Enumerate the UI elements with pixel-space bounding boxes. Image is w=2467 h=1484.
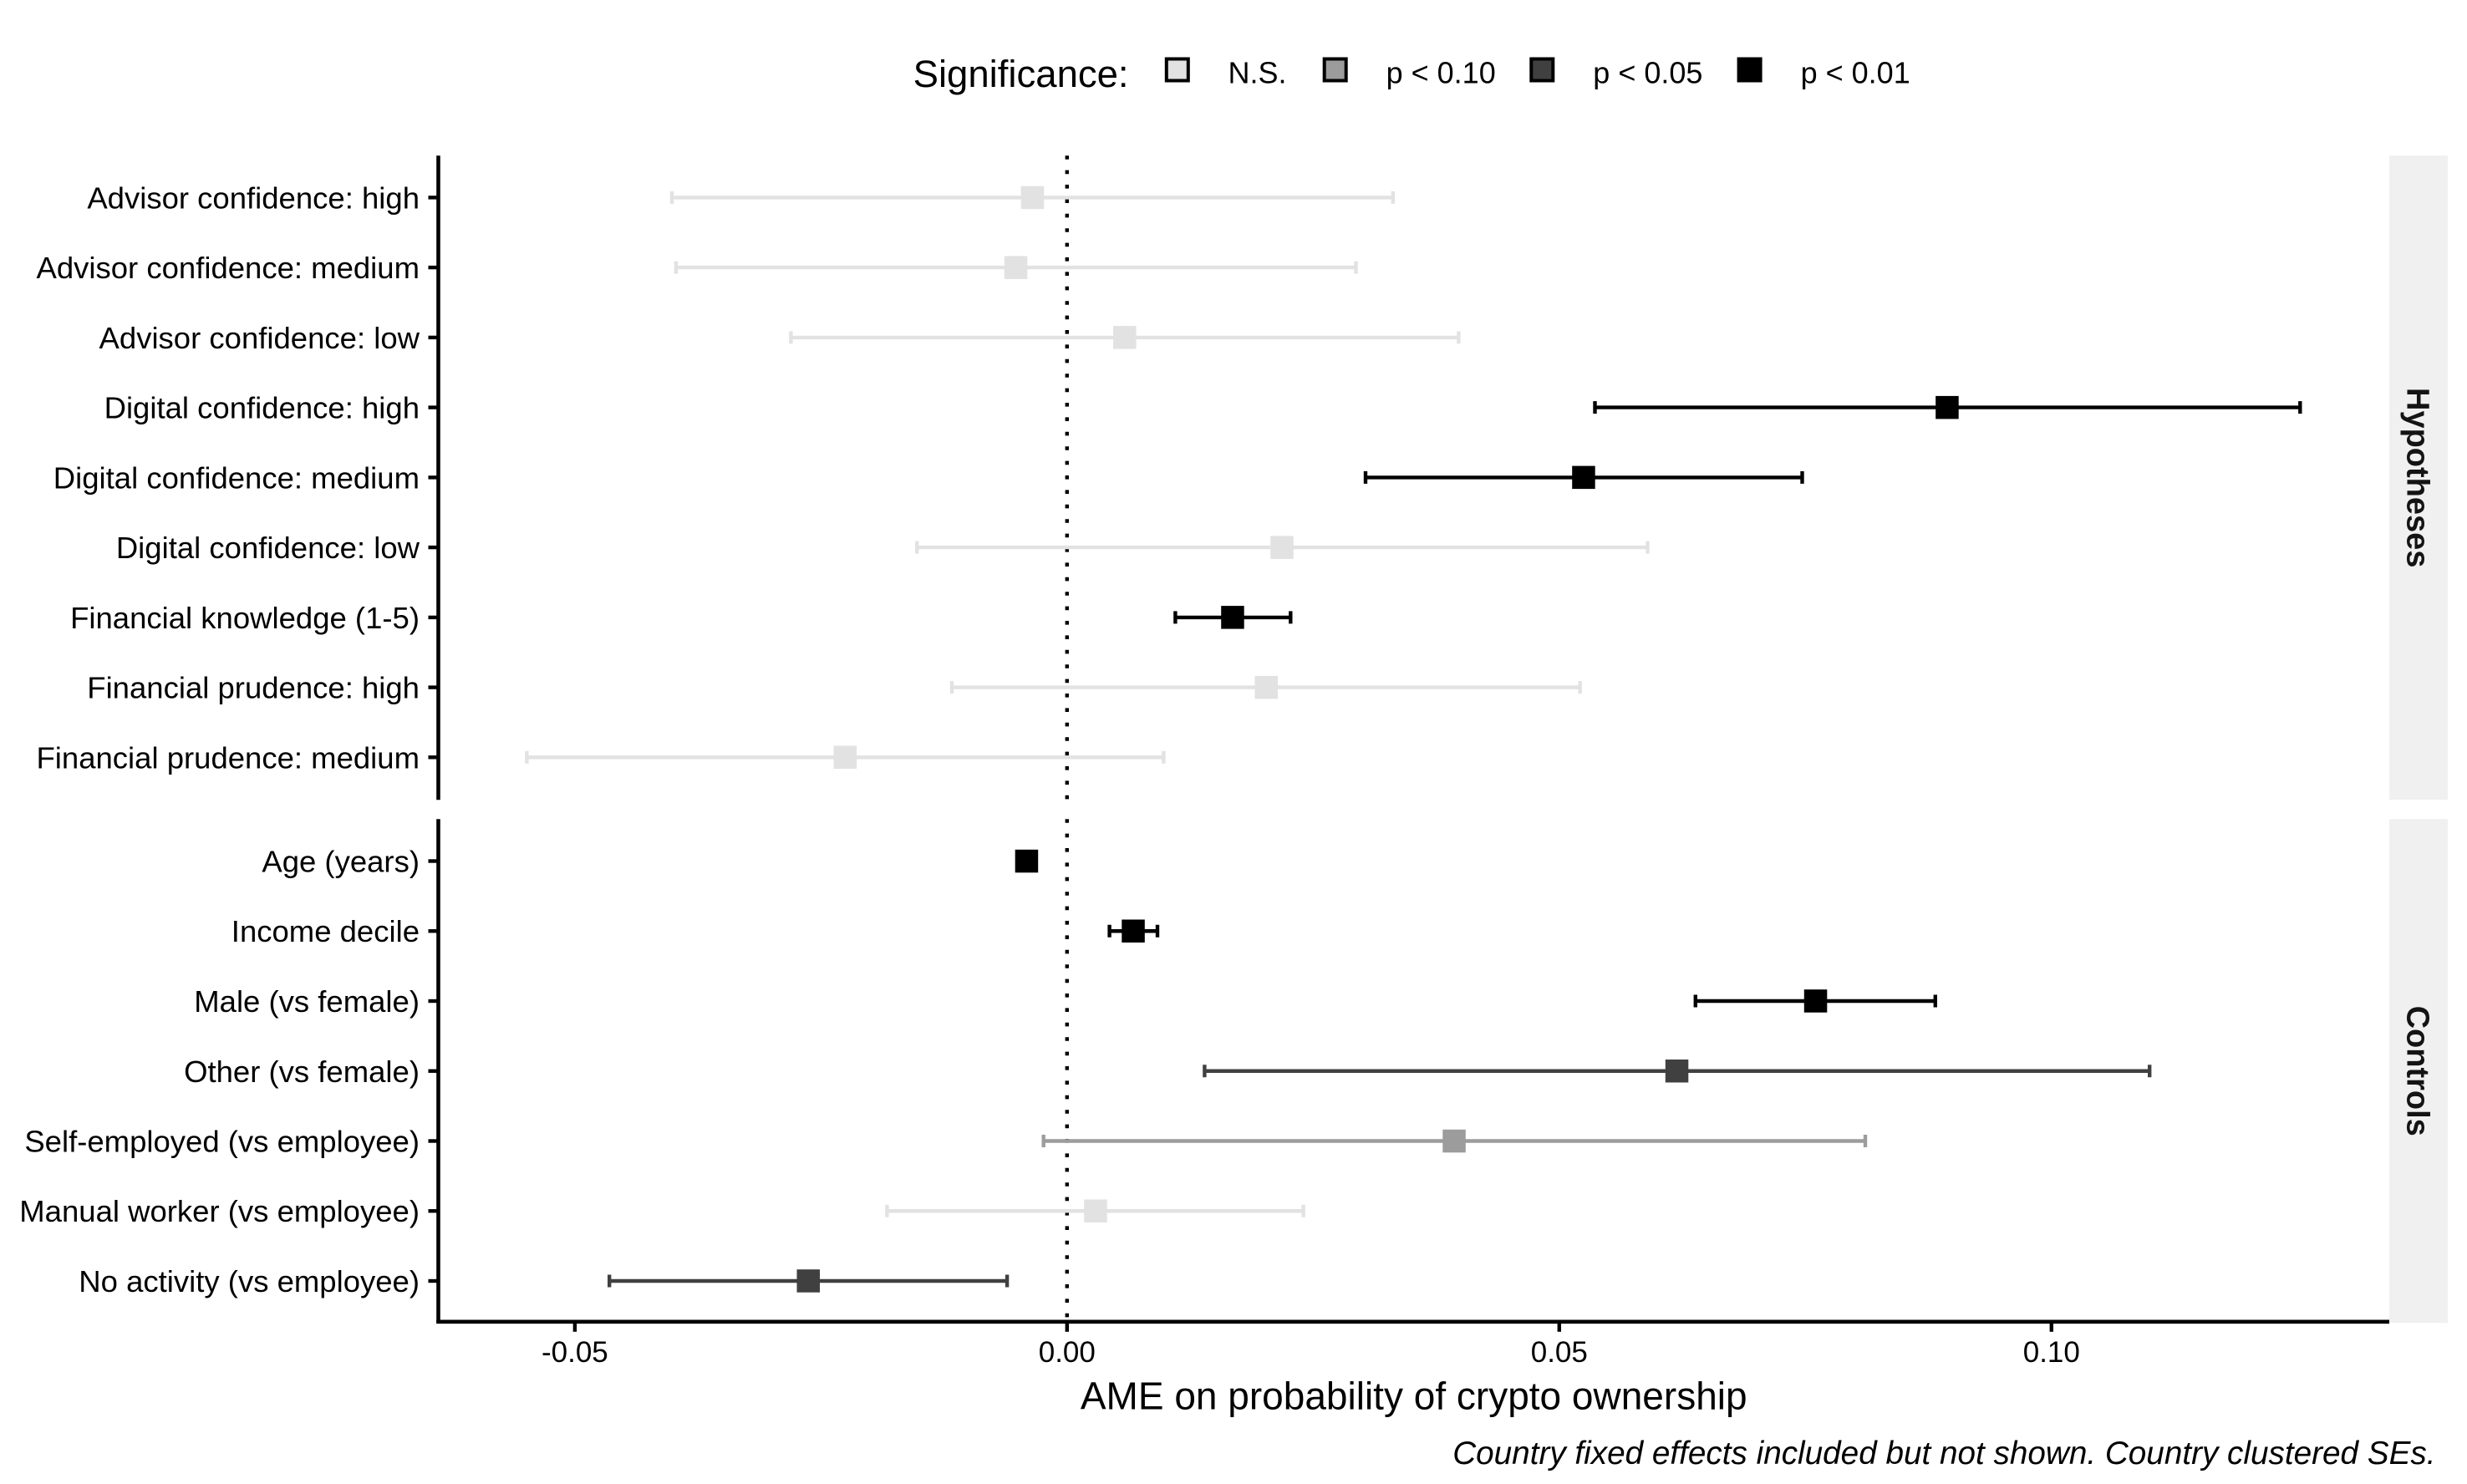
svg-text:Advisor confidence: low: Advisor confidence: low	[99, 321, 420, 355]
svg-text:N.S.: N.S.	[1228, 56, 1287, 90]
svg-text:Hypotheses: Hypotheses	[2400, 388, 2435, 567]
svg-text:Advisor confidence: medium: Advisor confidence: medium	[37, 251, 420, 285]
svg-text:AME on probability of crypto o: AME on probability of crypto ownership	[1081, 1375, 1747, 1418]
svg-text:Age (years): Age (years)	[262, 845, 420, 879]
svg-text:Digital confidence: medium: Digital confidence: medium	[53, 460, 420, 495]
svg-text:Other (vs female): Other (vs female)	[184, 1055, 420, 1089]
svg-text:Advisor confidence: high: Advisor confidence: high	[87, 180, 420, 215]
svg-text:Manual worker (vs employee): Manual worker (vs employee)	[19, 1194, 420, 1228]
svg-text:No activity (vs employee): No activity (vs employee)	[79, 1264, 420, 1298]
svg-text:Financial knowledge (1-5): Financial knowledge (1-5)	[70, 601, 420, 635]
svg-text:Significance:: Significance:	[913, 53, 1129, 95]
svg-text:0.10: 0.10	[2023, 1336, 2080, 1369]
svg-text:0.05: 0.05	[1531, 1336, 1588, 1369]
svg-text:Financial prudence: high: Financial prudence: high	[87, 671, 420, 705]
svg-text:0.00: 0.00	[1039, 1336, 1096, 1369]
svg-text:Self-employed (vs employee): Self-employed (vs employee)	[24, 1125, 420, 1159]
svg-text:Income decile: Income decile	[231, 914, 420, 948]
svg-text:Male (vs female): Male (vs female)	[194, 984, 420, 1019]
svg-text:Financial prudence: medium: Financial prudence: medium	[36, 740, 420, 775]
svg-text:p < 0.05: p < 0.05	[1593, 56, 1702, 90]
svg-text:Controls: Controls	[2400, 1006, 2435, 1136]
svg-text:Digital confidence: high: Digital confidence: high	[104, 391, 420, 425]
svg-text:Digital confidence: low: Digital confidence: low	[116, 531, 420, 565]
svg-text:p < 0.10: p < 0.10	[1386, 56, 1496, 90]
svg-text:-0.05: -0.05	[542, 1336, 608, 1369]
svg-text:p < 0.01: p < 0.01	[1801, 56, 1910, 90]
svg-text:Country fixed effects included: Country fixed effects included but not s…	[1452, 1436, 2435, 1471]
